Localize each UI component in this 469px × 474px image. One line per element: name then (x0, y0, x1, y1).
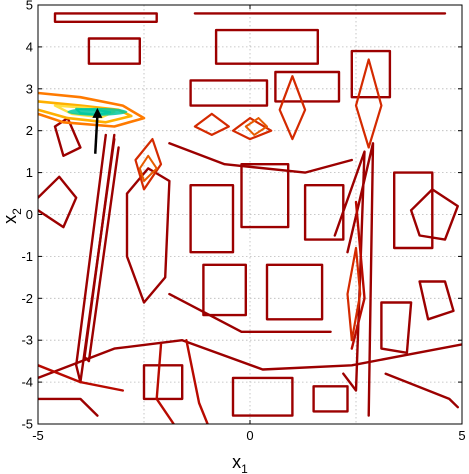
gradient-arrow (92, 107, 103, 154)
axis-ticks (37, 4, 463, 425)
contour-line (303, 183, 345, 241)
contour-line (38, 397, 99, 417)
x-axis-label-sub: 1 (241, 462, 248, 474)
contour-line (185, 339, 209, 424)
contour-line (138, 154, 158, 182)
contour-line (125, 167, 171, 304)
contour-line (87, 37, 142, 65)
y-tick-label: -1 (21, 249, 33, 264)
contour-line (155, 343, 175, 424)
contour-line (189, 183, 235, 254)
x-axis-label-main: x (232, 452, 241, 472)
contour-line (189, 79, 269, 107)
contour-line (418, 280, 455, 321)
contour-line (240, 162, 290, 229)
contour-line (134, 138, 163, 191)
y-tick-label: 2 (26, 123, 33, 138)
y-tick-label: 1 (26, 165, 33, 180)
contour-line (168, 142, 353, 174)
contour-line (168, 292, 332, 333)
contour-line (53, 116, 82, 158)
contour-line (38, 175, 78, 229)
contour-line (380, 301, 413, 354)
y-tick-label: -5 (21, 417, 33, 432)
contour-line (409, 188, 459, 241)
contour-line (231, 116, 273, 141)
contour-line (350, 49, 392, 99)
y-tick-label: 3 (26, 81, 33, 96)
contour-line (350, 200, 366, 350)
contour-line (312, 385, 349, 413)
contour-line (354, 58, 383, 149)
x-tick-label: 0 (246, 428, 253, 443)
x-axis-label: x1 (232, 452, 248, 474)
y-tick-label: 0 (26, 207, 33, 222)
y-tick-labels: 5 4 3 2 1 0 -1 -2 -3 -4 -5 (21, 0, 33, 432)
y-tick-label: -4 (21, 375, 33, 390)
contour-line (202, 263, 248, 317)
arrow-head (92, 107, 103, 118)
contour-line (142, 364, 184, 401)
contour-line (53, 12, 158, 23)
x-tick-label: 5 (458, 428, 465, 443)
y-axis-label-main: x (0, 215, 20, 224)
y-tick-label: 5 (26, 0, 33, 13)
y-axis-label: x2 (0, 208, 24, 224)
contour-line (214, 28, 319, 65)
contour-line (38, 339, 462, 380)
contour-line (346, 142, 375, 417)
contour-line (38, 100, 133, 124)
x-tick-label: -5 (32, 428, 44, 443)
contour-line (265, 263, 324, 321)
contour-line (274, 70, 341, 103)
arrow-shaft (93, 115, 99, 154)
contour-line (231, 376, 294, 417)
y-axis-label-sub: 2 (10, 208, 24, 215)
contour-line (193, 112, 230, 136)
contour-line (393, 171, 434, 250)
contour-line (333, 150, 366, 392)
x-tick-labels: -5 0 5 (32, 428, 465, 443)
y-tick-label: -2 (21, 291, 33, 306)
contour-line (278, 75, 307, 141)
contour-line (244, 117, 268, 136)
contour-line (346, 246, 362, 342)
y-tick-label: -3 (21, 333, 33, 348)
y-tick-label: 4 (26, 39, 33, 54)
contour-line (38, 91, 146, 128)
contour-line (38, 364, 125, 392)
contour-line (384, 372, 459, 409)
